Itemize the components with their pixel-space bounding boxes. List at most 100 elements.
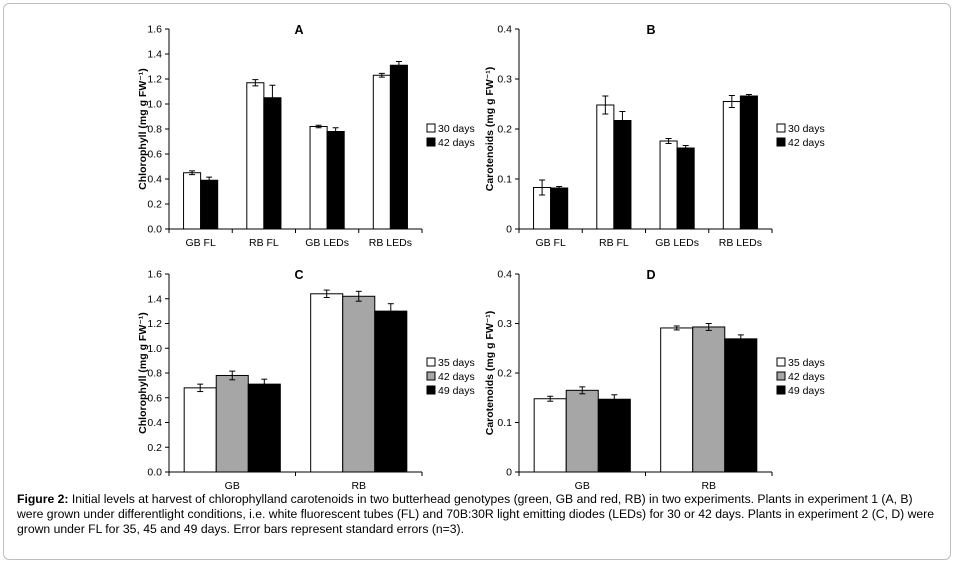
bar [550,187,569,230]
y-tick-label: 1.2 [147,318,162,330]
bar [372,74,391,230]
y-tick-label: 0.2 [497,124,512,136]
panel-letter-c: C [294,268,303,282]
bar [263,97,282,230]
x-tick-label: RB FL [599,237,629,249]
y-tick-label: 0.0 [147,224,162,236]
legend-label: 49 days [788,385,825,397]
x-tick-label: RB LEDs [369,237,412,249]
x-tick-label: GB LEDs [305,237,349,249]
figure-frame: 0.0 0.2 0.4 0.6 0.8 1.0 1.2 1.4 1.6 GB FL RB FL GB … [3,3,951,560]
y-tick-label: 0.2 [147,199,162,211]
y-tick-label: 0.2 [497,368,512,380]
bar [724,338,758,473]
y-axis-label-a: Chlorophyll (mg g FW⁻¹) [137,68,149,190]
legend-swatch [776,357,786,367]
bar [533,398,567,473]
bar [200,179,219,230]
caption-text: Initial levels at harvest of chlorophyll… [17,492,935,536]
y-tick-label: 1.2 [147,74,162,86]
bar [692,326,726,473]
legend-swatch [776,123,786,133]
bar [215,374,249,473]
bar [183,387,217,473]
bar [676,147,695,230]
chart-panel-b: 0 0.1 0.2 0.3 0.4 GB FL RB FL GB LEDs RB LEDs B Ca… [479,4,949,254]
y-tick-label: 0.4 [147,174,162,186]
y-tick-label: 0.1 [497,417,512,429]
legend-swatch [426,385,436,395]
bar [374,310,408,473]
legend-swatch [776,385,786,395]
bar [342,295,376,473]
y-tick-label: 1.6 [147,269,162,281]
legend-swatch [426,123,436,133]
legend-label: 42 days [438,137,475,149]
y-tick-label: 0.1 [497,174,512,186]
y-tick-label: 0.8 [147,368,162,380]
legend-swatch [776,371,786,381]
bar [310,293,344,473]
y-tick-label: 0.0 [147,467,162,479]
legend-swatch [776,137,786,147]
y-tick-label: 1.4 [147,49,162,61]
legend-label: 42 days [438,371,475,383]
legend-label: 49 days [438,385,475,397]
figure-caption: Figure 2: Initial levels at harvest of c… [17,492,939,537]
y-tick-label: 0.2 [147,442,162,454]
x-tick-label: GB [575,480,590,492]
bar [247,383,281,473]
x-tick-label: GB FL [535,237,566,249]
y-tick-label: 1.6 [147,24,162,36]
y-tick-label: 0.6 [147,149,162,161]
y-tick-label: 0.8 [147,124,162,136]
chart-a-svg: 0.0 0.2 0.4 0.6 0.8 1.0 1.2 1.4 1.6 GB FL RB FL GB … [137,23,475,249]
y-tick-label: 0.3 [497,74,512,86]
y-tick-label: 0 [506,224,512,236]
y-tick-label: 0.4 [147,417,162,429]
legend-label: 35 days [438,357,475,369]
bar [659,140,678,230]
x-tick-label: RB LEDs [719,237,762,249]
y-axis-label-b: Carotenoids (mg g FW⁻¹) [484,67,496,192]
bar [739,95,758,230]
x-tick-label: RB [351,480,366,492]
y-tick-label: 1.4 [147,293,162,305]
bar [597,398,631,473]
panel-letter-a: A [294,23,303,37]
legend-swatch [426,371,436,381]
y-tick-label: 1.0 [147,99,162,111]
y-axis-label-c: Chlorophyll (mg g FW⁻¹) [137,312,149,434]
chart-d-svg: 0 0.1 0.2 0.3 0.4 GB RB D Carotenoids (mg g FW⁻¹… [484,268,825,492]
chart-panel-d: 0 0.1 0.2 0.3 0.4 GB RB D Carotenoids (mg g FW⁻¹… [479,254,949,494]
legend-label: 30 days [788,123,825,135]
bar [309,126,328,230]
y-tick-label: 1.0 [147,343,162,355]
bar [660,327,694,473]
legend-label: 30 days [438,123,475,135]
y-tick-label: 0.6 [147,392,162,404]
bar [389,64,408,230]
y-tick-label: 0 [506,467,512,479]
caption-label: Figure 2: [17,492,69,506]
x-tick-label: RB FL [249,237,279,249]
bar [246,82,265,230]
y-tick-label: 0.3 [497,318,512,330]
panel-letter-d: D [646,268,655,282]
legend-swatch [426,137,436,147]
bar [613,120,632,230]
panel-letter-b: B [646,23,655,37]
x-tick-label: GB FL [185,237,216,249]
bar [596,104,615,230]
legend-label: 35 days [788,357,825,369]
x-tick-label: GB LEDs [655,237,699,249]
chart-panel-a: 0.0 0.2 0.4 0.6 0.8 1.0 1.2 1.4 1.6 GB FL RB FL GB … [4,4,479,254]
chart-panel-c: 0.0 0.2 0.4 0.6 0.8 1.0 1.2 1.4 1.6 GB RB C Chloroph… [4,254,479,494]
legend-swatch [426,357,436,367]
chart-c-svg: 0.0 0.2 0.4 0.6 0.8 1.0 1.2 1.4 1.6 GB RB C Chloroph… [137,268,475,492]
x-tick-label: GB [225,480,240,492]
bar [722,101,741,230]
bar [326,131,345,230]
legend-label: 42 days [788,371,825,383]
y-tick-label: 0.4 [497,24,512,36]
